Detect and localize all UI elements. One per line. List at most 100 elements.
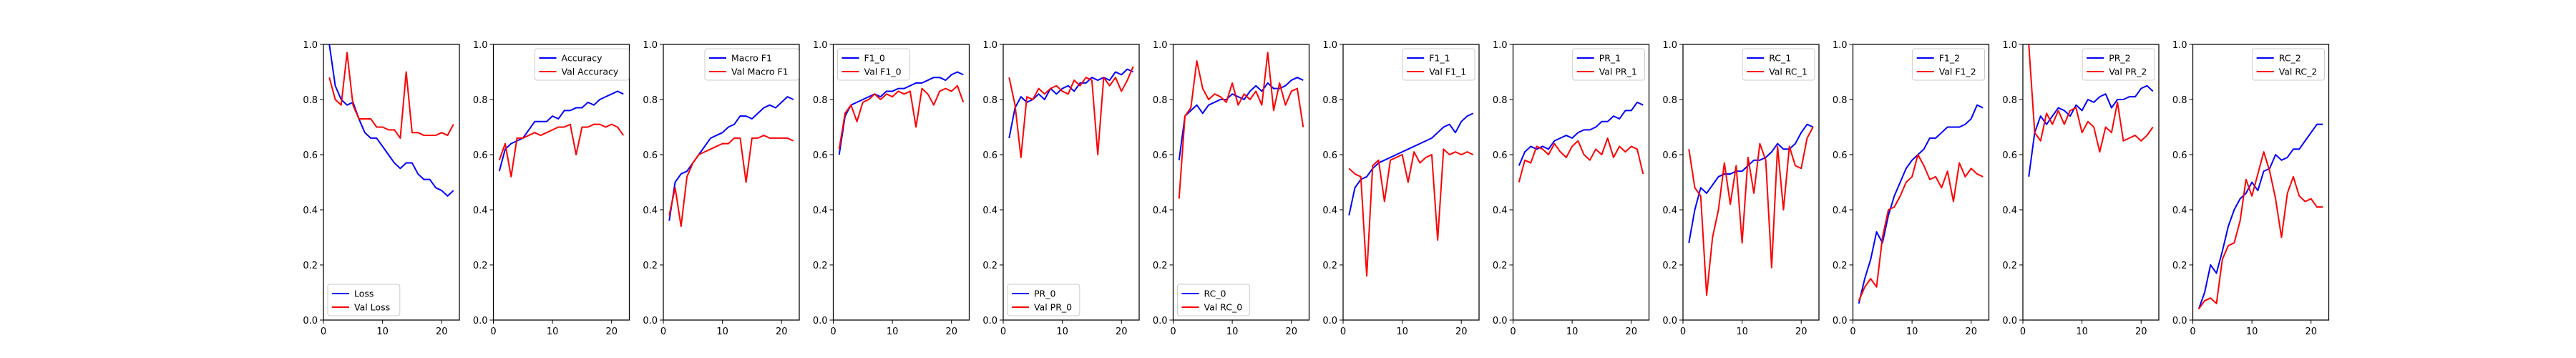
- y-tick-label: 1.0: [1493, 40, 1508, 51]
- series-line-train: [1518, 101, 1644, 166]
- x-tick-label: 10: [376, 326, 389, 337]
- axes-frame: [1342, 44, 1480, 321]
- legend-label: F1_2: [1939, 53, 1960, 64]
- series-line-val: [328, 52, 454, 139]
- x-tick-label: 0: [2190, 326, 2195, 337]
- x-tick-label: 0: [1850, 326, 1855, 337]
- legend: PR_0 Val PR_0: [1007, 284, 1080, 316]
- legend: RC_1 Val RC_1: [1742, 48, 1815, 81]
- y-tick-label: 0.0: [1493, 316, 1508, 326]
- x-tick-label: 20: [776, 326, 788, 337]
- axes-frame: [1682, 44, 1820, 321]
- x-tick-label: 0: [660, 326, 666, 337]
- subplot-6: 0.0 0.2 0.4 0.6 0.8 1.0 0 10 20 RC_0 Val RC_0: [1153, 40, 1310, 337]
- y-tick-label: 0.8: [473, 95, 488, 106]
- legend-label: Val Macro F1: [731, 67, 789, 77]
- legend-label: Loss: [354, 289, 374, 299]
- series-line-val: [1688, 127, 1814, 296]
- series-line-val: [1518, 137, 1644, 183]
- legend-label: RC_1: [1769, 53, 1791, 64]
- y-tick-label: 0.2: [2002, 261, 2017, 271]
- subplot-5: 0.0 0.2 0.4 0.6 0.8 1.0 0 10 20 PR_0 Val PR_0: [982, 40, 1140, 337]
- y-tick-label: 0.8: [1833, 95, 1848, 106]
- legend-label: RC_0: [1204, 289, 1226, 299]
- legend: PR_1 Val PR_1: [1572, 48, 1645, 81]
- series-line-val: [498, 123, 625, 178]
- legend: Macro F1 Val Macro F1: [704, 48, 799, 81]
- y-tick-label: 0.0: [1153, 316, 1168, 326]
- y-tick-label: 1.0: [982, 40, 997, 51]
- legend-label: Macro F1: [731, 53, 772, 64]
- x-tick-label: 0: [1000, 326, 1006, 337]
- x-tick-label: 0: [1510, 326, 1516, 337]
- y-tick-label: 0.8: [982, 95, 997, 106]
- x-tick-label: 0: [1170, 326, 1176, 337]
- y-tick-label: 0.0: [2172, 316, 2187, 326]
- axes-frame: [1002, 44, 1140, 321]
- legend-label: PR_0: [1034, 289, 1055, 299]
- legend-label: Val RC_1: [1769, 67, 1807, 77]
- legend-label: Val PR_1: [1599, 67, 1637, 77]
- series-line-train: [1348, 112, 1474, 216]
- y-tick-label: 0.6: [1493, 150, 1508, 161]
- x-tick-label: 0: [2020, 326, 2026, 337]
- x-tick-label: 0: [321, 326, 326, 337]
- y-tick-label: 1.0: [1833, 40, 1848, 51]
- x-tick-label: 20: [1795, 326, 1807, 337]
- y-tick-label: 0.8: [2002, 95, 2017, 106]
- y-tick-label: 0.2: [1833, 261, 1848, 271]
- subplot-8: 0.0 0.2 0.4 0.6 0.8 1.0 0 10 20 PR_1 Val PR_1: [1493, 40, 1650, 337]
- y-tick-label: 0.4: [1153, 205, 1168, 216]
- x-tick-label: 0: [830, 326, 836, 337]
- subplot-3: 0.0 0.2 0.4 0.6 0.8 1.0 0 10 20 Macro F1 Val Macro…: [643, 40, 800, 337]
- y-tick-label: 0.8: [1662, 95, 1677, 106]
- x-tick-label: 10: [1396, 326, 1408, 337]
- legend: F1_0 Val F1_0: [837, 48, 910, 81]
- y-tick-label: 0.8: [643, 95, 658, 106]
- y-tick-label: 0.0: [473, 316, 488, 326]
- x-tick-label: 20: [2305, 326, 2317, 337]
- legend-label: Val Loss: [354, 302, 390, 313]
- y-tick-label: 0.4: [303, 205, 318, 216]
- axes-frame: [832, 44, 970, 321]
- legend-label: Val Accuracy: [562, 67, 619, 77]
- legend-label: Val RC_0: [1204, 302, 1243, 313]
- y-tick-label: 0.6: [473, 150, 488, 161]
- y-tick-label: 1.0: [473, 40, 488, 51]
- x-tick-label: 20: [945, 326, 957, 337]
- legend-label: Val PR_2: [2109, 67, 2147, 77]
- series-line-val: [2028, 44, 2154, 153]
- subplot-2: 0.0 0.2 0.4 0.6 0.8 1.0 0 10 20 Accuracy Val Accur…: [473, 40, 630, 337]
- series-line-val: [2197, 151, 2323, 310]
- x-tick-label: 10: [2246, 326, 2258, 337]
- x-tick-label: 10: [1736, 326, 1748, 337]
- y-tick-label: 0.6: [303, 150, 318, 161]
- y-tick-label: 0.2: [1662, 261, 1677, 271]
- legend: RC_2 Val RC_2: [2252, 48, 2325, 81]
- y-tick-label: 0.6: [1662, 150, 1677, 161]
- series-line-train: [2028, 84, 2154, 177]
- y-tick-label: 0.6: [2002, 150, 2017, 161]
- y-tick-label: 0.4: [1322, 205, 1337, 216]
- legend-label: PR_2: [2109, 53, 2130, 64]
- y-tick-label: 0.2: [813, 261, 828, 271]
- y-tick-label: 0.4: [643, 205, 658, 216]
- y-tick-label: 1.0: [303, 40, 318, 51]
- y-tick-label: 0.0: [303, 316, 318, 326]
- y-tick-label: 0.8: [1493, 95, 1508, 106]
- y-tick-label: 0.0: [2002, 316, 2017, 326]
- legend: Accuracy Val Accuracy: [535, 48, 630, 81]
- series-line-val: [838, 84, 965, 150]
- legend-label: Val RC_2: [2279, 67, 2318, 77]
- x-tick-label: 0: [1340, 326, 1346, 337]
- y-tick-label: 0.6: [813, 150, 828, 161]
- y-tick-label: 0.8: [303, 95, 318, 106]
- x-tick-label: 20: [1116, 326, 1128, 337]
- y-tick-label: 0.4: [2172, 205, 2187, 216]
- x-tick-label: 0: [490, 326, 496, 337]
- legend: Loss Val Loss: [327, 284, 401, 316]
- y-tick-label: 1.0: [1322, 40, 1337, 51]
- subplot-4: 0.0 0.2 0.4 0.6 0.8 1.0 0 10 20 F1_0 Val F1_0: [813, 40, 970, 337]
- y-tick-label: 0.2: [643, 261, 658, 271]
- legend: PR_2 Val PR_2: [2082, 48, 2155, 81]
